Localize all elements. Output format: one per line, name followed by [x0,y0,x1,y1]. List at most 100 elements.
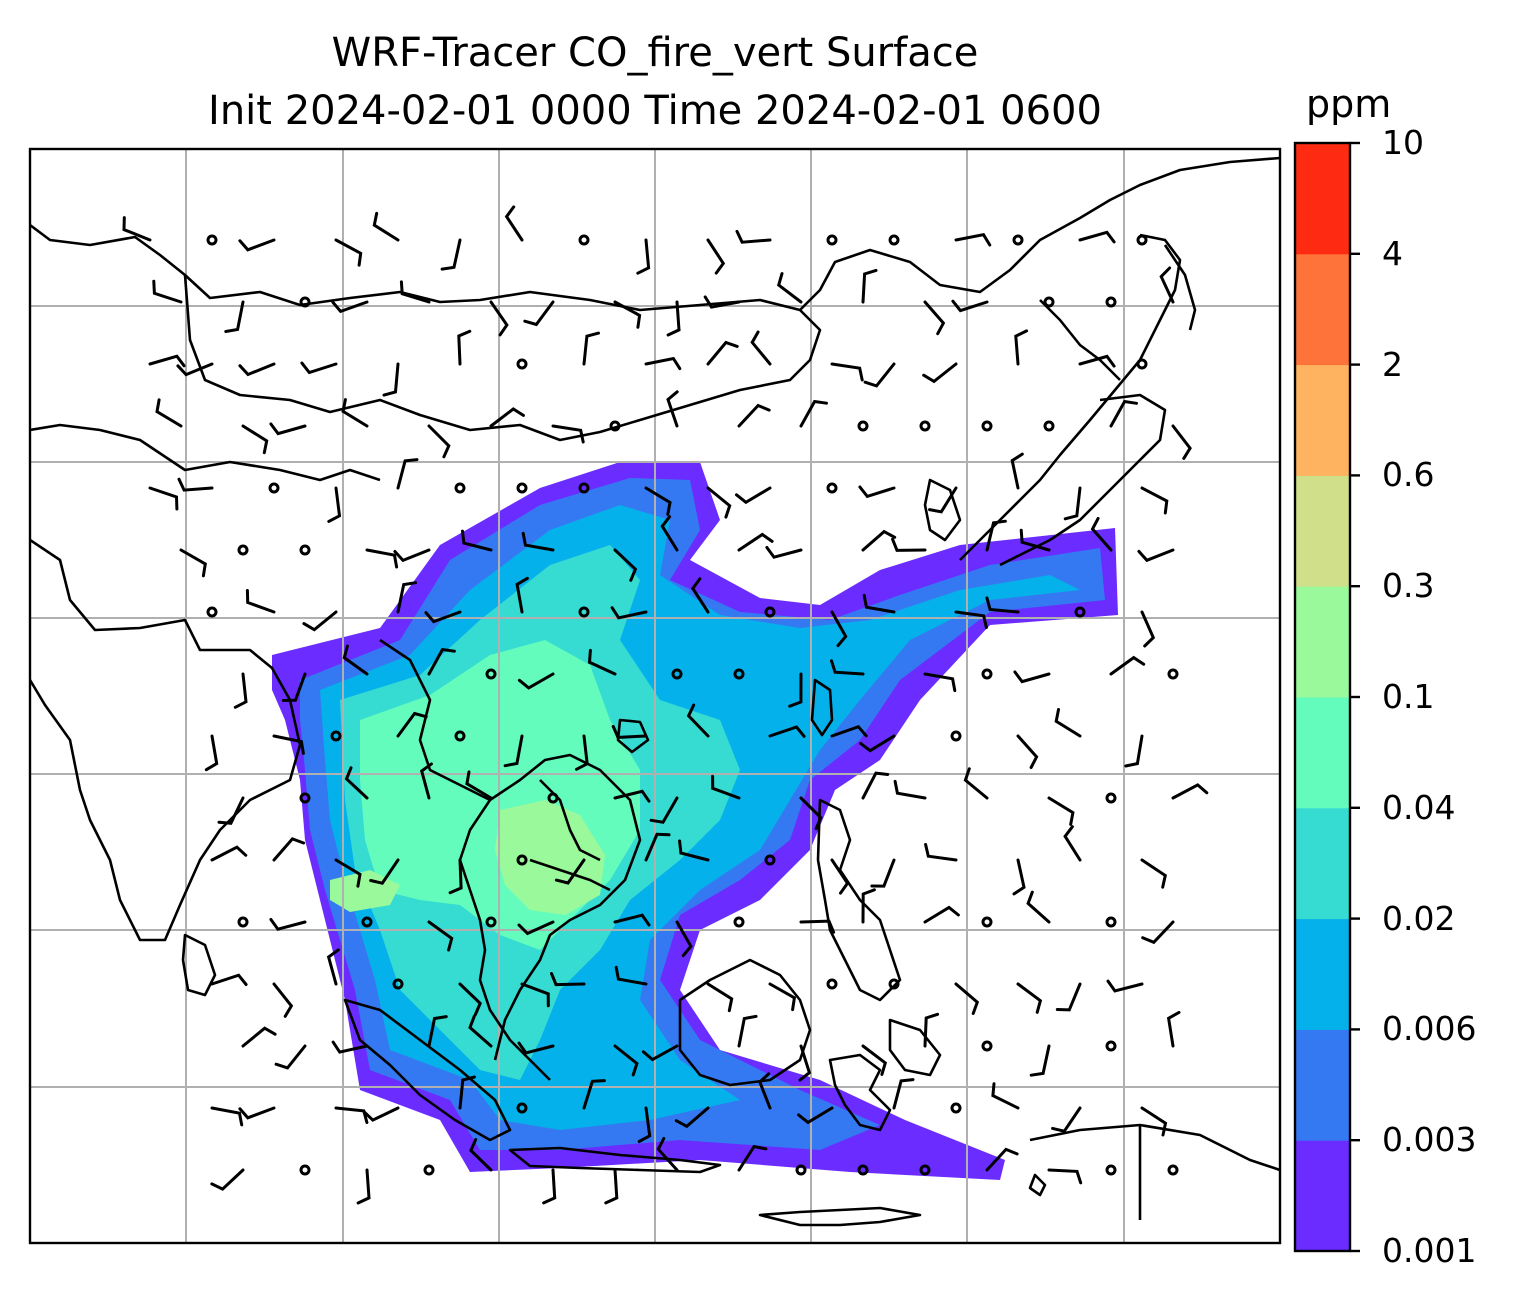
colorbar-tick-label: 0.1 [1382,677,1435,716]
wind-barb [1047,1168,1083,1185]
wind-barb [954,233,992,247]
colorbar-tick-label: 10 [1382,123,1424,162]
wind-barb [177,477,214,492]
wind-barb [372,211,400,242]
wind-barb [269,918,307,931]
wind-barb [861,771,890,800]
wind-barb [1013,670,1051,684]
wind-barb [768,725,806,738]
wind-barb [399,280,431,304]
wind-barb [799,399,828,428]
wind-barb [1012,858,1026,896]
calm-wind-marker [733,668,745,680]
colorbar-segment [1295,143,1350,255]
calm-wind-marker [609,420,621,432]
calm-wind-marker [454,730,466,742]
wind-barb [1109,399,1138,428]
wind-barb [489,300,509,337]
wind-barb [737,532,774,552]
wind-barb [861,1044,888,1076]
wind-barb [396,458,419,490]
map-title-line-1: WRF-Tracer CO_fire_vert Surface [331,30,979,76]
calm-wind-marker [888,978,900,990]
calm-wind-marker [206,234,218,246]
calm-wind-marker [1105,296,1117,308]
wind-barb [224,300,245,333]
wind-barb [427,424,451,459]
wind-barb [469,1138,493,1172]
colorbar-segment [1295,364,1350,476]
colorbar-tick-label: 2 [1382,344,1403,384]
wind-barb [1109,655,1146,676]
wind-barb [893,779,927,800]
wind-barb [148,354,186,368]
wind-barb [241,1026,277,1048]
calm-wind-marker [733,916,745,928]
calm-wind-marker [795,1164,807,1176]
wind-barb [461,529,493,552]
wind-barb [686,703,710,738]
wind-barb [344,766,369,800]
wind-barb [1010,452,1024,490]
calm-wind-marker [1105,1164,1117,1176]
wind-barb [582,1079,606,1110]
wind-barb [649,796,679,824]
colorbar [1293,141,1360,1253]
colorbar-segment [1295,918,1350,1030]
wind-barb [1063,825,1082,862]
wind-barb [797,1106,834,1125]
wind-barb [830,362,864,382]
wind-barb [326,948,340,986]
wind-barb [1026,890,1051,924]
wind-barb [611,724,648,739]
wind-barb [768,982,797,1012]
wind-barb [830,858,850,895]
wind-barb [954,982,980,1015]
calm-wind-marker [299,1164,311,1176]
calm-wind-marker [361,916,373,928]
wind-barb [1016,734,1039,769]
wind-barb [711,774,741,800]
wind-barb [300,361,338,375]
calm-wind-marker [826,978,838,990]
wind-barb [891,537,927,552]
wind-barb [1029,1044,1051,1077]
wind-barb [269,422,307,436]
wind-barb [382,362,400,397]
calm-wind-marker [1167,1164,1179,1176]
calm-wind-marker [1043,420,1055,432]
calm-wind-marker [1043,296,1055,308]
wind-barb [233,672,248,709]
wind-barb [152,279,183,304]
map-title-line-2: Init 2024-02-01 0000 Time 2024-02-01 060… [208,88,1102,134]
wind-barb [892,1078,915,1110]
wind-barb [517,920,555,936]
wind-barb [660,515,679,552]
calm-wind-marker [981,1040,993,1052]
colorbar-segment [1295,475,1350,587]
wind-barb [644,832,671,862]
wind-barb [334,238,363,267]
wind-barb [613,1044,639,1077]
wind-barb [951,299,989,313]
wind-barb [582,331,600,366]
calm-wind-marker [578,234,590,246]
wind-barb [448,858,463,895]
wind-barb [245,589,276,614]
colorbar-tick-label: 0.006 [1382,1009,1477,1049]
calm-wind-marker [1136,358,1148,370]
wind-barb [204,734,219,772]
wind-barb [362,1106,400,1122]
colorbar-segment [1295,586,1350,698]
calm-wind-marker [423,1164,435,1176]
wind-barb [210,1168,245,1191]
calm-wind-marker [1105,1040,1117,1052]
colorbar-tick-label: 0.003 [1382,1120,1477,1160]
wind-barb [706,340,739,366]
wind-barb [1090,516,1113,552]
wind-barb [587,648,617,676]
wind-barb [637,1106,652,1143]
wind-barb [457,329,472,366]
wind-barb [613,300,642,329]
wind-barb [179,548,207,578]
